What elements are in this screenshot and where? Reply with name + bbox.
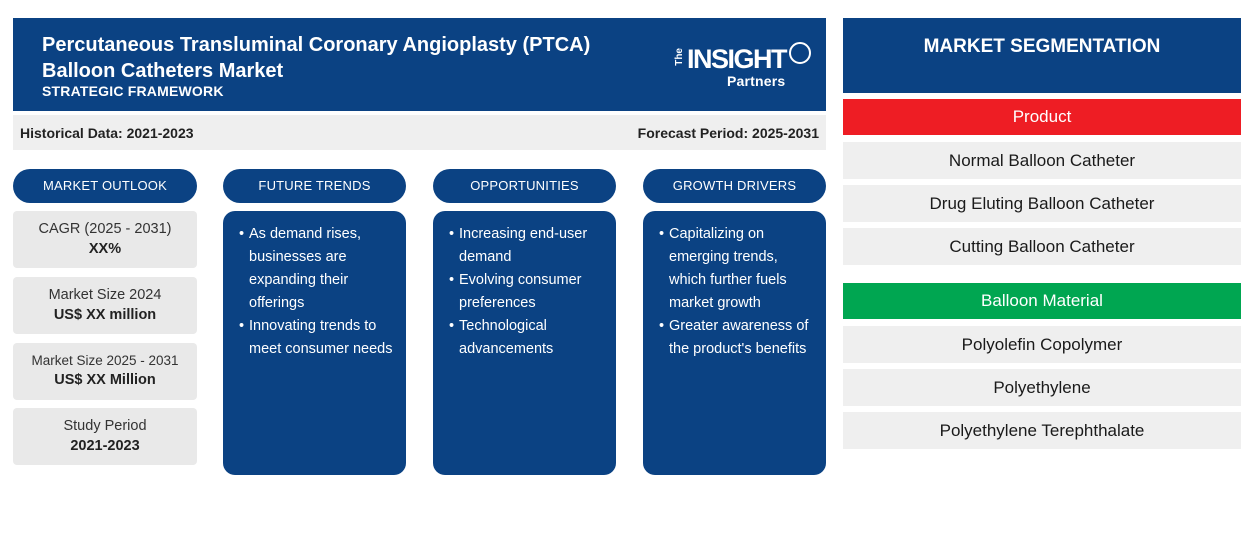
list-item: Evolving consumer preferences [449,269,608,315]
stat-value: US$ XX Million [54,372,156,388]
stat-market-size-forecast: Market Size 2025 - 2031 US$ XX Million [13,343,197,400]
logo-the-text: The [674,48,685,66]
logo-circle-icon [789,42,811,64]
report-header: Percutaneous Transluminal Coronary Angio… [13,18,826,111]
stat-label: CAGR (2025 - 2031) [38,221,172,237]
segment-item: Polyethylene [843,369,1241,406]
growth-drivers-card: Capitalizing on emerging trends, which f… [643,211,826,475]
list-item: Innovating trends to meet consumer needs [239,315,398,361]
stat-value: 2021-2023 [70,438,140,454]
segment-item: Polyethylene Terephthalate [843,412,1241,449]
segment-item: Cutting Balloon Catheter [843,228,1241,265]
stat-label: Market Size 2025 - 2031 [31,353,179,368]
historical-data-label: Historical Data: 2021-2023 [20,125,194,141]
list-item: Greater awareness of the product's benef… [659,315,818,361]
list-item: As demand rises, businesses are expandin… [239,223,398,315]
page-subtitle: STRATEGIC FRAMEWORK [42,83,224,99]
logo-insight-text: INSIGHT [687,44,788,74]
stat-value: US$ XX million [53,307,157,323]
forecast-period-label: Forecast Period: 2025-2031 [637,125,819,141]
stat-cagr: CAGR (2025 - 2031) XX% [13,211,197,268]
stat-value: XX% [88,241,122,257]
market-outlook-heading: MARKET OUTLOOK [13,169,197,203]
stat-market-size-2024: Market Size 2024 US$ XX million [13,277,197,334]
segment-category-product: Product [843,99,1241,135]
segment-category-balloon-material: Balloon Material [843,283,1241,319]
list-item: Capitalizing on emerging trends, which f… [659,223,818,315]
opportunities-heading: OPPORTUNITIES [433,169,616,203]
market-segmentation-heading: MARKET SEGMENTATION [843,18,1241,93]
segment-item: Polyolefin Copolymer [843,326,1241,363]
future-trends-card: As demand rises, businesses are expandin… [223,211,406,475]
insight-partners-logo: The INSIGHT Partners [674,42,815,108]
future-trends-heading: FUTURE TRENDS [223,169,406,203]
stat-study-period: Study Period 2021-2023 [13,408,197,465]
logo-partners-text: Partners [727,73,786,89]
growth-drivers-heading: GROWTH DRIVERS [643,169,826,203]
page-title: Percutaneous Transluminal Coronary Angio… [42,34,591,82]
segment-item: Drug Eluting Balloon Catheter [843,185,1241,222]
list-item: Increasing end-user demand [449,223,608,269]
list-item: Technological advancements [449,315,608,361]
segment-item: Normal Balloon Catheter [843,142,1241,179]
stat-label: Study Period [63,418,147,434]
stat-label: Market Size 2024 [48,287,162,303]
period-bar: Historical Data: 2021-2023 Forecast Peri… [13,115,826,150]
opportunities-card: Increasing end-user demand Evolving cons… [433,211,616,475]
